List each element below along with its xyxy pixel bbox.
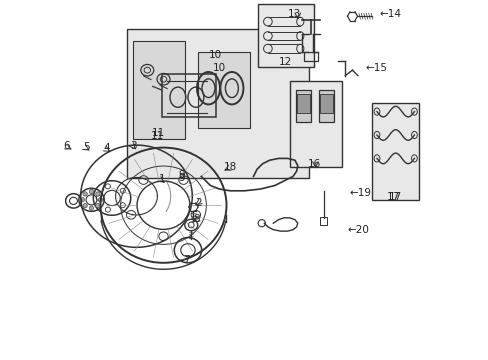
Text: 6: 6: [63, 141, 70, 151]
Text: 16: 16: [307, 159, 321, 169]
Text: 11: 11: [151, 128, 164, 138]
Text: ←14: ←14: [379, 9, 401, 19]
Text: 13: 13: [288, 9, 301, 19]
Text: 10: 10: [209, 50, 222, 60]
Text: ←20: ←20: [346, 225, 368, 235]
Text: 1: 1: [158, 174, 164, 184]
Text: 12: 12: [278, 57, 291, 67]
Bar: [318, 90, 333, 122]
Text: 17: 17: [386, 192, 400, 202]
Text: 9: 9: [178, 173, 185, 183]
Bar: [320, 94, 332, 113]
Bar: [297, 94, 309, 113]
Bar: [320, 217, 326, 225]
Text: 17: 17: [387, 192, 401, 202]
Text: 5: 5: [82, 141, 89, 152]
Text: 7: 7: [183, 255, 190, 265]
Text: 8: 8: [193, 214, 200, 224]
Bar: [133, 41, 185, 139]
Ellipse shape: [89, 189, 94, 194]
Text: 11: 11: [150, 131, 163, 141]
Bar: [197, 52, 249, 128]
Text: 18: 18: [223, 162, 236, 172]
Ellipse shape: [80, 198, 84, 202]
Ellipse shape: [83, 203, 87, 208]
Bar: [127, 29, 309, 178]
Ellipse shape: [83, 192, 87, 196]
Bar: [162, 74, 215, 117]
Text: 9: 9: [178, 170, 184, 180]
Ellipse shape: [98, 198, 102, 202]
Ellipse shape: [89, 206, 94, 210]
Bar: [257, 4, 313, 67]
Text: 10: 10: [212, 63, 225, 73]
Bar: [371, 103, 418, 200]
Text: 2: 2: [195, 198, 202, 208]
Text: ←19: ←19: [349, 188, 371, 198]
Text: ←15: ←15: [365, 63, 386, 73]
Bar: [295, 90, 311, 122]
Ellipse shape: [96, 192, 100, 196]
Text: 3: 3: [130, 141, 137, 151]
Bar: [289, 81, 341, 167]
Ellipse shape: [96, 203, 100, 208]
Text: 4: 4: [103, 143, 110, 153]
Bar: [303, 52, 318, 61]
